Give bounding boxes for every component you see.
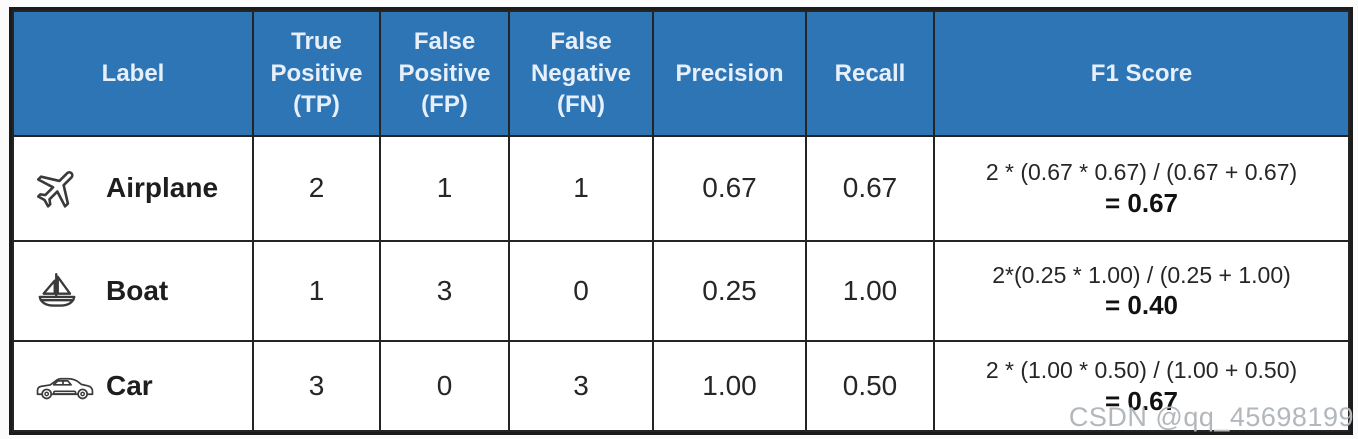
recall-value: 0.50: [805, 340, 935, 432]
f1-formula: 2 * (0.67 * 0.67) / (0.67 + 0.67): [985, 158, 1298, 185]
label-cell: Boat: [12, 239, 254, 343]
fp-value: 0: [379, 340, 510, 432]
fn-value: 0: [508, 239, 654, 343]
f1-cell: 2 * (1.00 * 0.50) / (1.00 + 0.50) = 0.67: [933, 340, 1350, 432]
f1-result: = 0.40: [1104, 290, 1178, 321]
row-label: Airplane: [106, 172, 219, 204]
fp-value: 1: [379, 135, 510, 242]
fn-value: 1: [508, 135, 654, 242]
f1-cell: 2*(0.25 * 1.00) / (0.25 + 1.00) = 0.40: [933, 239, 1350, 343]
row-label: Boat: [106, 275, 169, 307]
table-row-car: Car 3 0 3 1.00 0.50 2 * (1.00 * 0.50) / …: [12, 340, 1350, 432]
header-f1-score: F1 Score: [933, 10, 1350, 137]
f1-cell: 2 * (0.67 * 0.67) / (0.67 + 0.67) = 0.67: [933, 135, 1350, 242]
label-cell: Car: [12, 340, 254, 432]
f1-result: = 0.67: [1104, 385, 1178, 416]
header-recall: Recall: [805, 10, 935, 137]
header-row: Label True Positive (TP) False Positive …: [12, 10, 1350, 137]
precision-value: 1.00: [652, 340, 807, 432]
metrics-table-container: Label True Positive (TP) False Positive …: [9, 7, 1353, 435]
header-false-negative: False Negative (FN): [508, 10, 654, 137]
tp-value: 1: [252, 239, 381, 343]
f1-formula: 2 * (1.00 * 0.50) / (1.00 + 0.50): [985, 356, 1298, 383]
row-label: Car: [106, 370, 153, 402]
recall-value: 1.00: [805, 239, 935, 343]
metrics-table: Label True Positive (TP) False Positive …: [12, 10, 1350, 432]
tp-value: 2: [252, 135, 381, 242]
header-label: Label: [12, 10, 254, 137]
table-row-airplane: Airplane 2 1 1 0.67 0.67 2 * (0.67 * 0.6…: [12, 135, 1350, 242]
recall-value: 0.67: [805, 135, 935, 242]
header-true-positive: True Positive (TP): [252, 10, 381, 137]
tp-value: 3: [252, 340, 381, 432]
f1-result: = 0.67: [1104, 187, 1178, 218]
airplane-icon: [34, 164, 106, 212]
header-precision: Precision: [652, 10, 807, 137]
label-cell: Airplane: [12, 135, 254, 242]
car-icon: [34, 371, 106, 402]
precision-value: 0.67: [652, 135, 807, 242]
precision-value: 0.25: [652, 239, 807, 343]
boat-icon: [34, 268, 106, 314]
fp-value: 3: [379, 239, 510, 343]
fn-value: 3: [508, 340, 654, 432]
table-row-boat: Boat 1 3 0 0.25 1.00 2*(0.25 * 1.00) / (…: [12, 239, 1350, 343]
header-false-positive: False Positive (FP): [379, 10, 510, 137]
f1-formula: 2*(0.25 * 1.00) / (0.25 + 1.00): [992, 261, 1291, 288]
